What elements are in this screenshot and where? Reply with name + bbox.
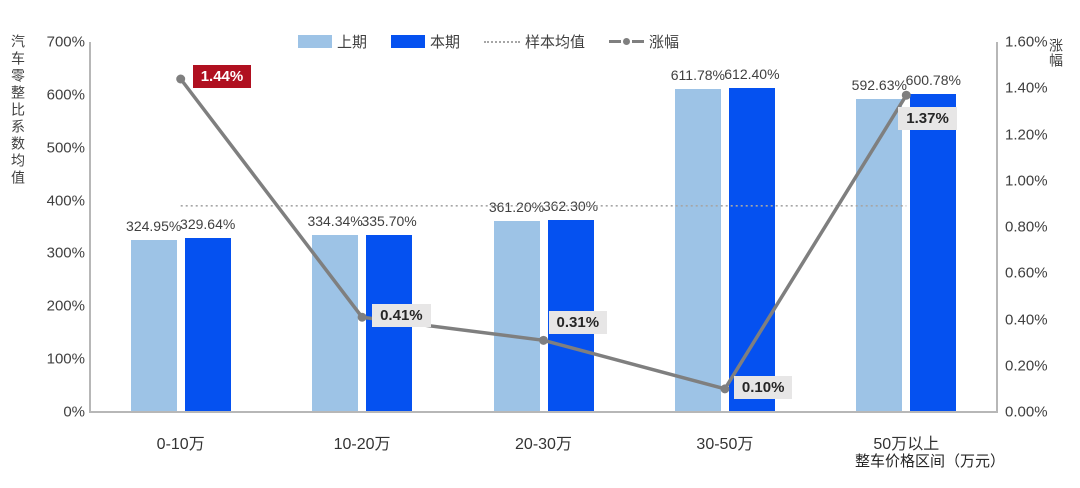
bar-prev-2 <box>493 221 540 411</box>
legend-line-marker-icon <box>609 38 645 45</box>
right-axis-tick-5: 1.00% <box>1005 172 1048 190</box>
x-axis-category-1: 10-20万 <box>333 436 391 453</box>
left-axis-tick-4: 400% <box>46 192 85 210</box>
growth-line-marker-0 <box>176 74 186 84</box>
bar-label-curr-3: 612.40% <box>724 66 780 83</box>
legend-label-1: 本期 <box>430 34 461 51</box>
bar-label-prev-0: 324.95% <box>126 218 182 235</box>
x-axis-category-0: 0-10万 <box>156 436 205 453</box>
right-axis-tick-6: 1.20% <box>1005 126 1048 143</box>
bar-label-curr-4: 600.78% <box>905 72 961 89</box>
left-axis-tick-5: 500% <box>46 139 85 157</box>
bar-curr-3 <box>728 88 775 411</box>
x-axis-category-4: 50万以上 <box>873 436 940 453</box>
right-axis-title: 涨幅 <box>1048 38 1064 68</box>
growth-line-label-2: 0.31% <box>548 311 608 335</box>
bar-label-prev-4: 592.63% <box>851 76 907 93</box>
legend-item-2: 样本均值 <box>484 31 585 52</box>
right-axis-tick-4: 0.80% <box>1005 218 1048 236</box>
left-axis-tick-0: 0% <box>63 403 85 421</box>
right-axis-tick-0: 0.00% <box>1005 403 1048 421</box>
x-axis-category-2: 20-30万 <box>515 436 572 453</box>
growth-rate-line <box>179 77 908 391</box>
growth-line-label-3: 0.10% <box>733 375 793 399</box>
bar-label-prev-1: 334.34% <box>307 213 363 230</box>
legend-label-0: 上期 <box>337 34 368 51</box>
bar-prev-3 <box>674 88 721 411</box>
left-axis-tick-2: 200% <box>46 297 85 315</box>
right-axis-tick-2: 0.40% <box>1005 311 1048 328</box>
x-axis-category-3: 30-50万 <box>696 436 754 453</box>
legend-swatch-icon <box>391 35 426 48</box>
left-axis-tick-3: 300% <box>46 244 85 262</box>
right-axis-line <box>996 42 998 412</box>
bar-curr-4 <box>910 94 957 411</box>
bar-label-prev-3: 611.78% <box>670 66 726 83</box>
bar-prev-1 <box>312 235 359 411</box>
left-axis-tick-1: 100% <box>46 350 85 368</box>
bar-curr-0 <box>184 237 231 411</box>
right-axis-tick-3: 0.60% <box>1005 264 1048 282</box>
legend-label-3: 涨幅 <box>649 34 680 51</box>
legend-item-1: 本期 <box>391 31 460 52</box>
right-axis-tick-1: 0.20% <box>1005 357 1048 375</box>
left-axis-title: 汽车零整比系数均值 <box>10 34 26 187</box>
legend-item-3: 涨幅 <box>609 31 679 52</box>
legend-item-0: 上期 <box>298 31 367 52</box>
left-axis-tick-6: 600% <box>46 86 85 104</box>
bar-label-curr-2: 362.30% <box>542 198 599 215</box>
chart-legend: 上期 本期 样本均值 涨幅 <box>298 31 679 52</box>
legend-dash-icon <box>632 40 645 43</box>
x-axis-line <box>89 411 998 413</box>
legend-label-2: 样本均值 <box>525 34 586 51</box>
bar-label-curr-1: 335.70% <box>361 212 417 229</box>
right-axis-tick-8: 1.60% <box>1005 33 1048 51</box>
growth-line-label-1: 0.41% <box>372 304 431 328</box>
right-axis-tick-7: 1.40% <box>1005 79 1048 97</box>
legend-dash-icon <box>609 40 622 43</box>
legend-dot-icon <box>623 38 631 45</box>
growth-line-label-0: 1.44% <box>192 65 252 88</box>
growth-line-label-4: 1.37% <box>898 107 957 131</box>
left-axis-tick-7: 700% <box>46 33 85 51</box>
bar-prev-4 <box>856 98 903 411</box>
left-axis-line <box>89 42 91 412</box>
bar-label-curr-0: 329.64% <box>180 215 236 232</box>
bar-label-prev-2: 361.20% <box>488 199 545 216</box>
x-axis-title: 整车价格区间（万元） <box>854 453 1005 470</box>
bar-prev-0 <box>130 240 177 411</box>
legend-dotted-line-icon <box>484 40 521 43</box>
legend-swatch-icon <box>298 35 332 48</box>
